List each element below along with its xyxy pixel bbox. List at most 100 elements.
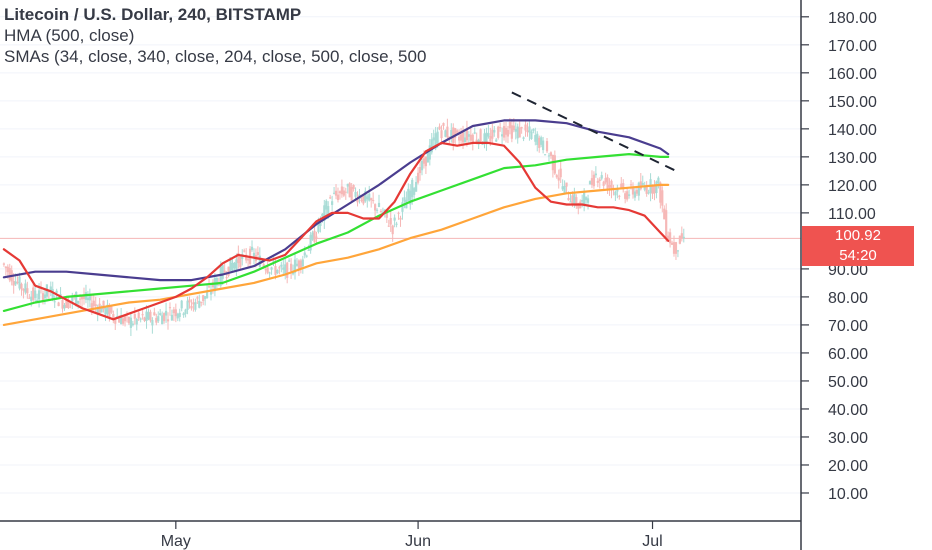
- candle-body: [665, 210, 668, 238]
- countdown-tag: 54:20: [802, 246, 914, 266]
- candle-body: [592, 174, 596, 187]
- time-axis[interactable]: May Jun Jul: [161, 521, 663, 550]
- symbol-title[interactable]: Litecoin / U.S. Dollar, 240, BITSTAMP: [4, 5, 302, 24]
- candle-body: [319, 223, 322, 227]
- candle-body: [80, 296, 84, 300]
- candle-body: [102, 300, 105, 310]
- candle-body: [659, 182, 662, 203]
- candle-body: [536, 133, 539, 145]
- candle-body: [163, 313, 166, 322]
- candle-body: [170, 314, 174, 321]
- candle-body: [104, 307, 107, 315]
- candle-body: [184, 309, 187, 314]
- candle-body: [325, 200, 328, 210]
- candle-body: [641, 182, 644, 186]
- candle-body: [481, 143, 484, 145]
- candle-body: [352, 185, 355, 189]
- candle-body: [393, 217, 396, 221]
- candle-body: [624, 193, 627, 199]
- candle-body: [286, 262, 289, 278]
- candle-body: [622, 183, 625, 190]
- candle-body: [459, 134, 463, 141]
- candle-body: [538, 137, 541, 148]
- y-tick-label: 150.00: [828, 94, 877, 111]
- candle-body: [12, 280, 15, 286]
- candle-body: [434, 133, 437, 149]
- candle-body: [205, 290, 209, 299]
- candle-body: [278, 267, 281, 269]
- candle-body: [303, 252, 306, 256]
- candle-body: [674, 242, 678, 254]
- sma-legend[interactable]: SMAs (34, close, 340, close, 204, close,…: [4, 47, 427, 66]
- candle-body: [159, 313, 162, 316]
- candle-body: [317, 219, 320, 232]
- y-tick-label: 90.00: [828, 262, 868, 279]
- candle-body: [442, 123, 445, 126]
- candle-body: [200, 301, 203, 303]
- candle-body: [586, 198, 590, 203]
- candle-body: [627, 194, 631, 196]
- candle-body: [565, 182, 568, 187]
- candle-body: [583, 191, 586, 206]
- candle-body: [307, 249, 310, 252]
- candle-body: [440, 130, 443, 139]
- candle-body: [450, 130, 453, 138]
- candle-body: [272, 260, 275, 262]
- candle-body: [559, 168, 562, 178]
- candle-body: [116, 315, 119, 317]
- candle-body: [133, 314, 136, 319]
- candle-body: [356, 197, 359, 203]
- candle-body: [71, 295, 74, 302]
- candle-body: [334, 190, 338, 196]
- candle-body: [463, 137, 467, 142]
- candle-body: [276, 269, 279, 274]
- hma-legend[interactable]: HMA (500, close): [4, 26, 135, 45]
- sma-line-red: [2, 141, 670, 321]
- candle-body: [663, 208, 666, 220]
- candle-body: [543, 154, 547, 156]
- x-tick-label: May: [161, 533, 191, 550]
- candle-body: [456, 130, 459, 133]
- candle-body: [157, 316, 160, 322]
- candle-body: [518, 127, 521, 138]
- candle-body: [407, 188, 410, 201]
- candle-body: [495, 139, 498, 142]
- candle-body: [647, 192, 650, 194]
- candle-body: [309, 234, 312, 251]
- candle-body: [174, 309, 177, 317]
- candle-body: [514, 128, 517, 132]
- y-tick-label: 50.00: [828, 374, 868, 391]
- candle-body: [475, 139, 478, 142]
- candle-body: [282, 267, 285, 270]
- candle-body: [215, 277, 218, 286]
- price-axis[interactable]: 10.00 20.00 30.00 40.00 50.00 60.00 70.00 80.00…: [801, 10, 877, 503]
- candle-body: [465, 128, 469, 141]
- candle-body: [284, 264, 287, 274]
- candle-body: [280, 264, 283, 267]
- candle-body: [516, 126, 519, 139]
- candle-body: [332, 192, 336, 194]
- candle-body: [420, 160, 424, 171]
- candle-body: [432, 137, 435, 141]
- candle-body: [366, 196, 369, 200]
- candle-body: [153, 312, 156, 316]
- candle-body: [141, 314, 144, 316]
- candle-body: [61, 299, 64, 309]
- candle-body: [247, 258, 250, 261]
- candle-body: [8, 268, 11, 281]
- candle-body: [370, 198, 373, 201]
- candle-body: [295, 263, 299, 266]
- candle-body: [672, 242, 676, 254]
- candle-body: [588, 181, 592, 185]
- candle-body: [354, 191, 357, 197]
- candle-body: [387, 225, 390, 227]
- y-tick-label: 120.00: [828, 178, 877, 195]
- candle-body: [571, 195, 574, 205]
- trendline[interactable]: [511, 91, 677, 172]
- candle-body: [120, 315, 123, 325]
- candle-body: [79, 298, 82, 300]
- candle-body: [321, 213, 324, 217]
- candle-body: [16, 281, 19, 283]
- candle-body: [350, 186, 353, 201]
